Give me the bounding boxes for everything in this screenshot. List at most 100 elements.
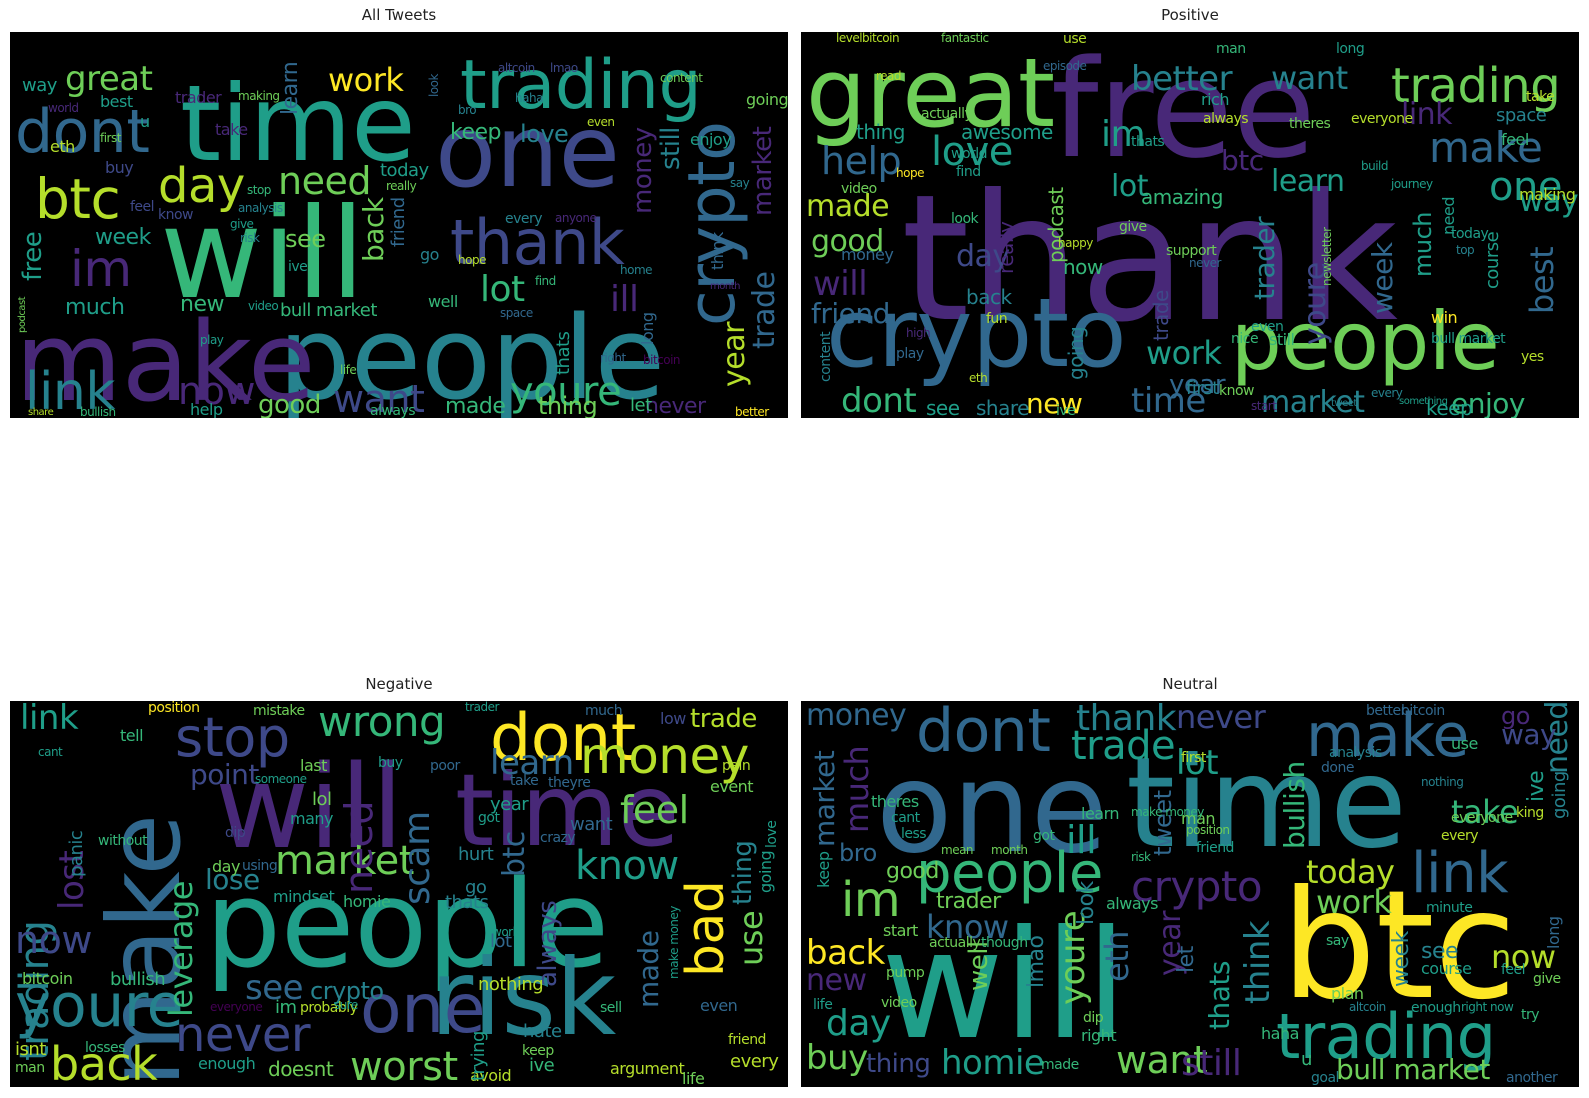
wordcloud-canvas: will people make time one trading crypto thank d… (10, 32, 788, 418)
cloud-word: take (215, 120, 248, 139)
cloud-word: always (1106, 894, 1158, 913)
cloud-word: long (638, 312, 657, 345)
cloud-word: fantastic (941, 32, 989, 45)
cloud-word: way (22, 75, 57, 96)
cloud-word: thing (728, 840, 758, 905)
cloud-word: one (435, 93, 620, 210)
cloud-word: low (660, 709, 686, 728)
cloud-word: market (275, 838, 414, 884)
cloud-word: cant (891, 810, 920, 826)
cloud-word: day (158, 158, 245, 214)
cloud-word: share (28, 407, 54, 418)
cloud-word: way (1519, 184, 1579, 219)
cloud-word: world (951, 146, 988, 162)
cloud-word: something (1399, 396, 1448, 407)
cloud-word: another (1506, 1070, 1558, 1086)
cloud-word: want (570, 814, 613, 835)
cloud-word: cant (38, 745, 63, 759)
cloud-word: tell (120, 726, 144, 745)
cloud-word: awesome (961, 120, 1053, 144)
cloud-word: point (190, 758, 259, 791)
cloud-word: bull market (280, 300, 377, 321)
cloud-word: much (65, 295, 125, 320)
cloud-word: going (1549, 771, 1570, 819)
cloud-word: pump (886, 965, 925, 981)
cloud-word: im (70, 240, 132, 298)
cloud-word: goal (1311, 1070, 1339, 1086)
cloud-word: lot (1176, 743, 1219, 783)
cloud-word: see (926, 396, 960, 418)
cloud-word: feel (130, 199, 155, 215)
cloud-word: keep (814, 851, 833, 888)
cloud-word: bullish (80, 405, 116, 418)
cloud-word: trade (1071, 723, 1176, 769)
cloud-word: never (1189, 256, 1221, 270)
cloud-word: really (386, 179, 417, 193)
cloud-word: give (1119, 219, 1147, 235)
cloud-word: stop (175, 706, 290, 769)
cloud-word: right (1081, 1026, 1117, 1045)
cloud-word: thing (856, 120, 905, 144)
cloud-word: new (180, 292, 224, 317)
cloud-word: back (966, 285, 1012, 309)
cloud-word: lot (480, 269, 525, 310)
cloud-word: long (1544, 916, 1563, 949)
cloud-word: new (1026, 387, 1083, 418)
cloud-word: btc (1221, 144, 1264, 177)
cloud-word: will (813, 264, 868, 304)
cloud-word: everyone (1451, 810, 1513, 826)
cloud-word: still (656, 127, 686, 170)
cloud-word: enjoy (690, 130, 732, 149)
cloud-word: bro (458, 103, 477, 117)
cloud-word: time (180, 63, 416, 185)
cloud-word: back (50, 1037, 158, 1087)
cloud-word: hate (523, 1021, 562, 1042)
cloud-word: king (1516, 805, 1544, 821)
cloud-word: week (1366, 242, 1399, 314)
cloud-word: learn (278, 61, 303, 115)
cloud-word: trade (1149, 290, 1173, 341)
cloud-word: make money (1131, 805, 1204, 819)
cloud-word: love (520, 120, 569, 148)
cloud-word: feel (1501, 962, 1526, 978)
cloud-word: great (806, 39, 1055, 149)
cloud-word: panic (66, 830, 87, 877)
cloud-word: use (1063, 32, 1087, 47)
cloud-word: haha (1261, 1024, 1299, 1043)
cloud-word: tweet (1331, 398, 1357, 409)
cloud-word: theyre (548, 775, 591, 791)
cloud-word: rich (1201, 90, 1229, 109)
cloud-word: life (340, 363, 357, 377)
cloud-word: much (838, 745, 876, 833)
cloud-word: pain (722, 758, 751, 774)
cloud-word: lol (312, 789, 332, 810)
cloud-word: plan (1331, 984, 1364, 1003)
cloud-word: keep (450, 120, 502, 145)
cloud-word: im (1101, 114, 1146, 155)
cloud-word: year (490, 794, 529, 815)
cloud-word: keep (522, 1043, 554, 1059)
cloud-word: market (808, 750, 841, 847)
cloud-word: help (821, 139, 902, 183)
cloud-word: trying (468, 1031, 489, 1081)
cloud-word: homie (343, 892, 391, 911)
cloud-word: everyone (1351, 111, 1413, 127)
cloud-word: buy (806, 1038, 868, 1078)
cloud-word: read (876, 69, 902, 83)
cloud-word: scam (397, 811, 438, 905)
cloud-word: u (140, 112, 150, 131)
cloud-word: thank (1076, 701, 1177, 739)
cloud-word: hurt (458, 844, 494, 865)
cloud-word: money (841, 245, 894, 264)
cloud-word: first (100, 131, 121, 145)
cloud-word: thing (866, 1049, 931, 1079)
cloud-word: mean (941, 843, 974, 857)
cloud-word: never (1176, 701, 1266, 736)
cloud-word: go (465, 877, 487, 898)
cloud-word: need (337, 801, 381, 894)
cloud-word: dip (225, 825, 246, 841)
cloud-word: trading (1391, 58, 1561, 114)
cloud-word: look (427, 74, 441, 97)
cloud-word: will (160, 182, 365, 327)
cloud-word: think (1238, 920, 1278, 1004)
